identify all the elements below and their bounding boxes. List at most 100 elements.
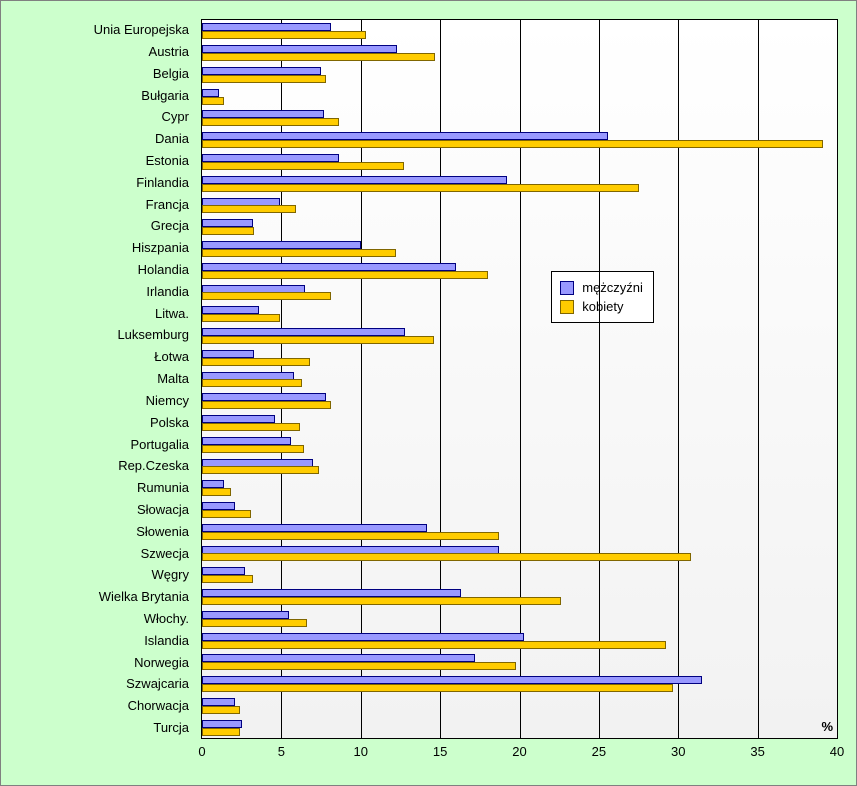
bar-female — [202, 466, 319, 474]
bar-male — [202, 241, 361, 249]
bar-female — [202, 314, 280, 322]
bar-row — [202, 259, 837, 281]
category-label: Malta — [1, 368, 199, 390]
category-label: Belgia — [1, 63, 199, 85]
category-label: Unia Europejska — [1, 19, 199, 41]
bar-row — [202, 433, 837, 455]
category-label: Estonia — [1, 150, 199, 172]
bar-male — [202, 110, 324, 118]
bar-male — [202, 480, 224, 488]
bar-female — [202, 662, 516, 670]
bar-female — [202, 271, 488, 279]
bar-male — [202, 219, 253, 227]
x-tick-label: 10 — [354, 744, 368, 759]
bar-male — [202, 611, 289, 619]
bar-row — [202, 151, 837, 173]
category-label: Turcja — [1, 717, 199, 739]
bar-female — [202, 641, 666, 649]
chart-frame: Unia EuropejskaAustriaBelgiaBułgariaCypr… — [0, 0, 857, 786]
category-label: Irlandia — [1, 281, 199, 303]
bar-female — [202, 336, 434, 344]
bar-female — [202, 728, 240, 736]
plot-area: mężczyźnikobiety % 0510152025303540 — [201, 19, 838, 739]
bar-female — [202, 706, 240, 714]
category-label: Litwa. — [1, 303, 199, 325]
bar-row — [202, 716, 837, 738]
category-label: Słowacja — [1, 499, 199, 521]
bar-male — [202, 589, 461, 597]
bar-male — [202, 89, 219, 97]
category-label: Chorwacja — [1, 695, 199, 717]
bar-row — [202, 346, 837, 368]
bar-male — [202, 350, 254, 358]
category-label: Słowenia — [1, 521, 199, 543]
category-label: Grecja — [1, 215, 199, 237]
bar-male — [202, 154, 339, 162]
bar-row — [202, 85, 837, 107]
category-label: Holandia — [1, 259, 199, 281]
bar-row — [202, 172, 837, 194]
x-tick-label: 30 — [671, 744, 685, 759]
y-axis-labels: Unia EuropejskaAustriaBelgiaBułgariaCypr… — [1, 19, 199, 739]
bar-row — [202, 455, 837, 477]
category-label: Łotwa — [1, 346, 199, 368]
x-tick-label: 35 — [750, 744, 764, 759]
bar-female — [202, 53, 435, 61]
bar-female — [202, 379, 302, 387]
bar-male — [202, 567, 245, 575]
bar-row — [202, 651, 837, 673]
bar-male — [202, 437, 291, 445]
category-label: Szwajcaria — [1, 673, 199, 695]
bar-female — [202, 227, 254, 235]
bar-row — [202, 629, 837, 651]
bar-female — [202, 205, 296, 213]
category-label: Włochy. — [1, 608, 199, 630]
bar-row — [202, 281, 837, 303]
bar-female — [202, 488, 231, 496]
bar-male — [202, 67, 321, 75]
category-label: Węgry — [1, 564, 199, 586]
x-tick-label: 0 — [198, 744, 205, 759]
bar-row — [202, 238, 837, 260]
x-tick-label: 20 — [512, 744, 526, 759]
bar-row — [202, 303, 837, 325]
bar-female — [202, 118, 339, 126]
bar-male — [202, 23, 331, 31]
bar-female — [202, 619, 307, 627]
category-label: Cypr — [1, 106, 199, 128]
bar-male — [202, 720, 242, 728]
category-label: Austria — [1, 41, 199, 63]
bar-male — [202, 372, 294, 380]
bar-male — [202, 633, 524, 641]
x-tick-label: 5 — [278, 744, 285, 759]
bar-male — [202, 546, 499, 554]
bar-male — [202, 285, 305, 293]
category-label: Luksemburg — [1, 324, 199, 346]
bar-male — [202, 524, 427, 532]
bar-male — [202, 45, 397, 53]
bar-female — [202, 249, 396, 257]
bar-male — [202, 502, 235, 510]
bar-female — [202, 97, 224, 105]
bar-female — [202, 401, 331, 409]
bar-female — [202, 140, 823, 148]
bar-male — [202, 176, 507, 184]
bar-row — [202, 64, 837, 86]
category-label: Niemcy — [1, 390, 199, 412]
category-label: Wielka Brytania — [1, 586, 199, 608]
bar-male — [202, 393, 326, 401]
category-label: Francja — [1, 194, 199, 216]
bar-male — [202, 698, 235, 706]
bar-female — [202, 684, 673, 692]
bar-female — [202, 553, 691, 561]
bar-female — [202, 184, 639, 192]
bar-row — [202, 564, 837, 586]
bar-female — [202, 445, 304, 453]
category-label: Rumunia — [1, 477, 199, 499]
bar-male — [202, 198, 280, 206]
bar-row — [202, 542, 837, 564]
bar-row — [202, 694, 837, 716]
bar-female — [202, 31, 366, 39]
bar-row — [202, 673, 837, 695]
category-label: Szwecja — [1, 543, 199, 565]
